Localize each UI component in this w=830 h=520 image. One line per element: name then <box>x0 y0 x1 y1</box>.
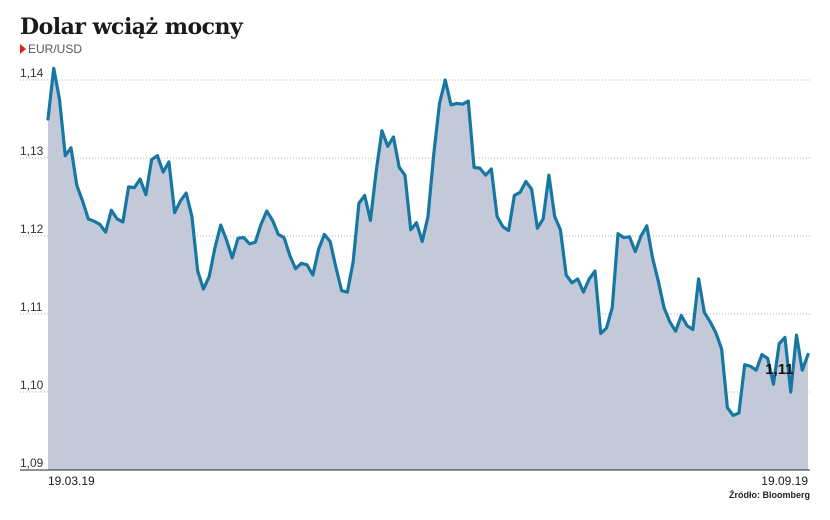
area-fill <box>48 68 808 471</box>
y-tick-label: 1,11 <box>20 300 43 314</box>
y-tick-label: 1,14 <box>20 66 44 80</box>
y-tick-label: 1,12 <box>20 222 44 236</box>
x-label-start: 19.03.19 <box>48 474 95 488</box>
chart-title: Dolar wciąż mocny <box>20 14 243 40</box>
subtitle-label: EUR/USD <box>28 42 83 56</box>
source-note: Źródło: Bloomberg <box>729 490 810 500</box>
x-label-end: 19.09.19 <box>761 474 808 488</box>
y-tick-label: 1,10 <box>20 378 44 392</box>
last-value-annotation: 1,11 <box>765 361 793 378</box>
y-tick-label: 1,09 <box>20 456 44 470</box>
series-line-eurusd <box>46 66 810 417</box>
y-axis-labels: 1,14 1,13 1,12 1,11 1,10 1,09 <box>20 66 44 470</box>
series-subtitle: EUR/USD <box>20 42 82 56</box>
y-tick-label: 1,13 <box>20 144 44 158</box>
red-triangle-icon <box>20 44 26 54</box>
